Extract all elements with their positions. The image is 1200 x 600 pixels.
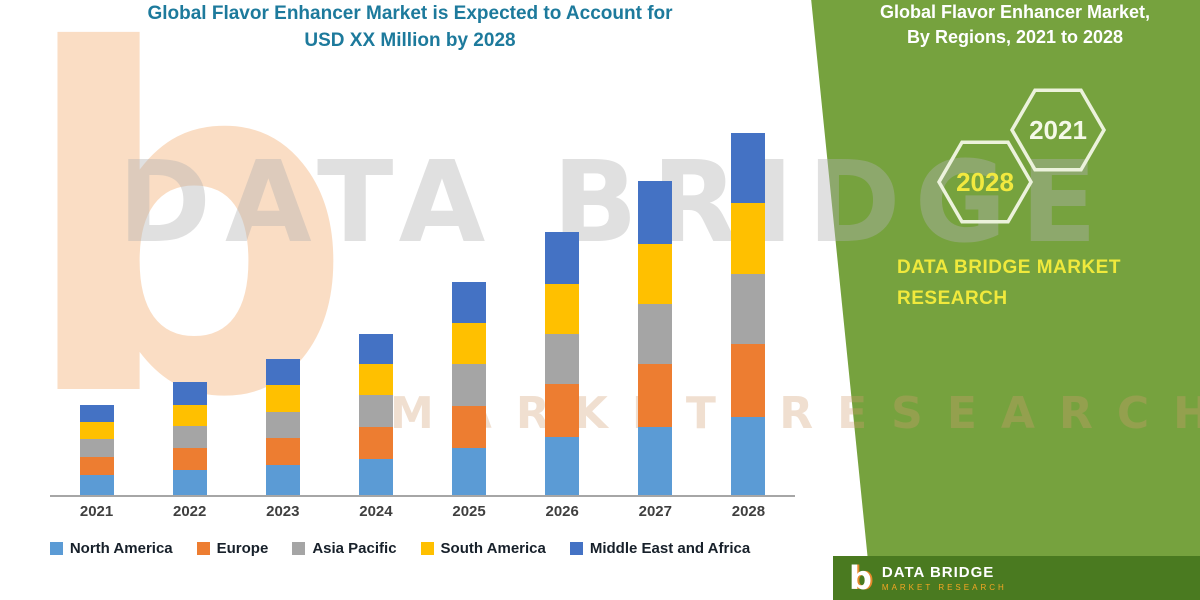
legend-label: Asia Pacific <box>312 540 397 557</box>
bar-segment-asia-pacific-2025 <box>452 364 487 406</box>
bar-segment-asia-pacific-2028 <box>731 273 766 345</box>
legend-item-middle-east-and-africa: Middle East and Africa <box>569 540 751 557</box>
footer-brand-sub: MARKET RESEARCH <box>881 583 1007 592</box>
bar-segment-south-america-2025 <box>452 323 487 365</box>
x-axis-label-2025: 2025 <box>452 503 486 520</box>
bar-segment-north-america-2022 <box>172 469 207 495</box>
bar-segment-north-america-2023 <box>265 464 300 495</box>
legend-item-south-america: South America <box>420 540 546 557</box>
legend-item-north-america: North America <box>49 540 173 557</box>
bar-segment-middle-east-and-africa-2025 <box>452 281 487 324</box>
bar-segment-europe-2026 <box>545 384 580 437</box>
footer-logo-b-icon: b <box>849 559 872 597</box>
chart-title: Global Flavor Enhancer Market is Expecte… <box>70 0 750 54</box>
side-panel-heading-line1: Global Flavor Enhancer Market, <box>879 2 1151 22</box>
bar-segment-europe-2027 <box>638 364 673 427</box>
x-axis-label-2022: 2022 <box>173 503 207 520</box>
legend: North America Europe Asia Pacific South Ame… <box>0 540 800 557</box>
bar-segment-middle-east-and-africa-2027 <box>638 181 673 244</box>
x-axis-label-2027: 2027 <box>638 503 672 520</box>
bar-segment-south-america-2023 <box>265 385 300 412</box>
year-hexagons-graphic: 2028 2021 <box>936 88 1107 224</box>
x-axis-label-2026: 2026 <box>545 503 579 520</box>
bar-segment-south-america-2022 <box>172 404 207 426</box>
bar-segment-north-america-2024 <box>358 458 393 495</box>
bar-segment-asia-pacific-2027 <box>638 303 673 365</box>
side-panel-brand-line2: RESEARCH <box>897 288 1008 309</box>
hexagon-2028-shape <box>936 140 1034 224</box>
bar-segment-south-america-2027 <box>638 243 673 304</box>
bar-segment-europe-2022 <box>172 447 207 470</box>
bar-segment-middle-east-and-africa-2023 <box>265 359 300 386</box>
hexagon-2021-label: 2021 <box>1029 115 1087 145</box>
legend-swatch <box>569 542 583 555</box>
footer-brand-text: DATA BRIDGE MARKET RESEARCH <box>882 564 1007 592</box>
side-panel-background <box>811 0 1200 600</box>
x-axis-label-2021: 2021 <box>79 503 114 520</box>
bar-segment-north-america-2025 <box>452 447 487 495</box>
footer-brand-strip: b DATA BRIDGE MARKET RESEARCH <box>833 556 1200 600</box>
side-panel-heading: Global Flavor Enhancer Market, By Region… <box>860 0 1170 50</box>
bar-segment-south-america-2028 <box>731 203 766 274</box>
side-panel-brand: DATA BRIDGE MARKET RESEARCH <box>897 252 1137 314</box>
bar-segment-middle-east-and-africa-2021 <box>79 404 114 422</box>
bar-segment-north-america-2026 <box>545 436 580 495</box>
bar-segment-north-america-2021 <box>79 474 114 495</box>
bar-segment-north-america-2028 <box>731 416 766 495</box>
bar-segment-europe-2028 <box>731 344 766 417</box>
watermark-market-research: MARKET RESEARCH <box>390 388 1200 439</box>
bar-segment-asia-pacific-2024 <box>358 395 393 427</box>
x-axis-label-2028: 2028 <box>731 503 766 520</box>
bar-segment-europe-2021 <box>79 456 114 475</box>
footer-brand-name: DATA BRIDGE <box>881 564 995 581</box>
x-axis-label-2024: 2024 <box>359 503 393 520</box>
chart-title-line2: USD XX Million by 2028 <box>304 30 516 51</box>
legend-swatch <box>292 542 306 555</box>
bar-segment-asia-pacific-2026 <box>545 334 580 385</box>
legend-item-europe: Europe <box>196 540 269 557</box>
plot-area <box>50 120 795 497</box>
chart-title-line1: Global Flavor Enhancer Market is Expecte… <box>147 3 673 24</box>
bar-segment-europe-2023 <box>265 437 300 465</box>
legend-swatch <box>196 542 210 555</box>
legend-swatch <box>49 542 63 555</box>
x-axis-label-2023: 2023 <box>266 503 300 520</box>
bar-segment-asia-pacific-2021 <box>79 438 114 457</box>
legend-label: North America <box>69 540 173 557</box>
legend-label: Middle East and Africa <box>589 540 751 557</box>
bar-segment-south-america-2026 <box>545 283 580 335</box>
legend-swatch <box>420 542 434 555</box>
bar-segment-middle-east-and-africa-2026 <box>545 231 580 284</box>
bar-segment-middle-east-and-africa-2028 <box>731 133 766 204</box>
watermark-data-bridge: DATA BRIDGE <box>118 138 1112 268</box>
legend-label: South America <box>440 540 546 557</box>
bar-segment-south-america-2024 <box>358 364 393 396</box>
bar-segment-north-america-2027 <box>638 426 673 495</box>
bar-segment-asia-pacific-2022 <box>172 425 207 448</box>
hexagon-2028-label: 2028 <box>956 167 1014 197</box>
hexagon-2021-shape <box>1009 88 1107 172</box>
bar-segment-europe-2024 <box>358 426 393 459</box>
bar-segment-south-america-2021 <box>79 421 114 439</box>
side-panel-brand-line1: DATA BRIDGE MARKET <box>897 257 1121 278</box>
legend-item-asia-pacific: Asia Pacific <box>292 540 397 557</box>
bar-segment-asia-pacific-2023 <box>265 411 300 438</box>
bar-segment-europe-2025 <box>452 405 487 448</box>
side-panel-heading-line2: By Regions, 2021 to 2028 <box>906 27 1124 47</box>
legend-label: Europe <box>216 540 269 557</box>
bar-segment-middle-east-and-africa-2022 <box>172 382 207 405</box>
bar-segment-middle-east-and-africa-2024 <box>358 334 393 365</box>
x-axis-labels: 2021 2022 2023 2024 2025 2026 2027 2028 <box>50 503 795 523</box>
